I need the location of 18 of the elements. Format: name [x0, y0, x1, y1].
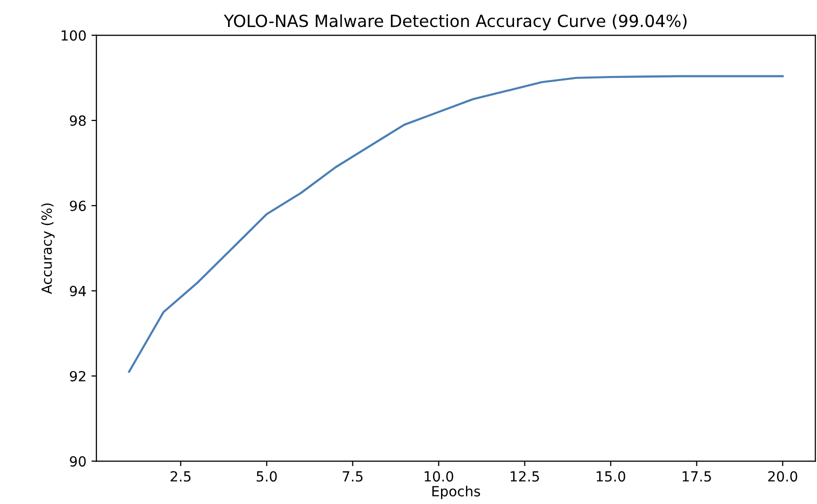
- line-series: [128, 75, 784, 373]
- x-axis-title: Epochs: [432, 486, 480, 500]
- x-tick-label: 12.5: [510, 471, 539, 482]
- y-tick-label: 98: [70, 115, 86, 126]
- y-tick-label: 90: [70, 456, 86, 467]
- x-tick-label: 2.5: [170, 471, 191, 482]
- x-tick-label: 7.5: [342, 471, 363, 482]
- chart-title: YOLO-NAS Malware Detection Accuracy Curve (99.04%): [224, 14, 687, 30]
- x-tick-label: 5.0: [256, 471, 277, 482]
- x-tick-label: 17.5: [682, 471, 711, 482]
- x-tick-label: 10.0: [424, 471, 454, 482]
- y-tick-label: 92: [70, 370, 86, 382]
- x-tick-label: 15.0: [596, 471, 626, 482]
- y-axis-title: Accuracy (%): [41, 203, 55, 294]
- x-tick-label: 20.0: [768, 471, 798, 482]
- y-tick-label: 94: [70, 286, 86, 296]
- y-tick-label: 100: [62, 30, 86, 41]
- y-tick-label: 96: [70, 200, 86, 212]
